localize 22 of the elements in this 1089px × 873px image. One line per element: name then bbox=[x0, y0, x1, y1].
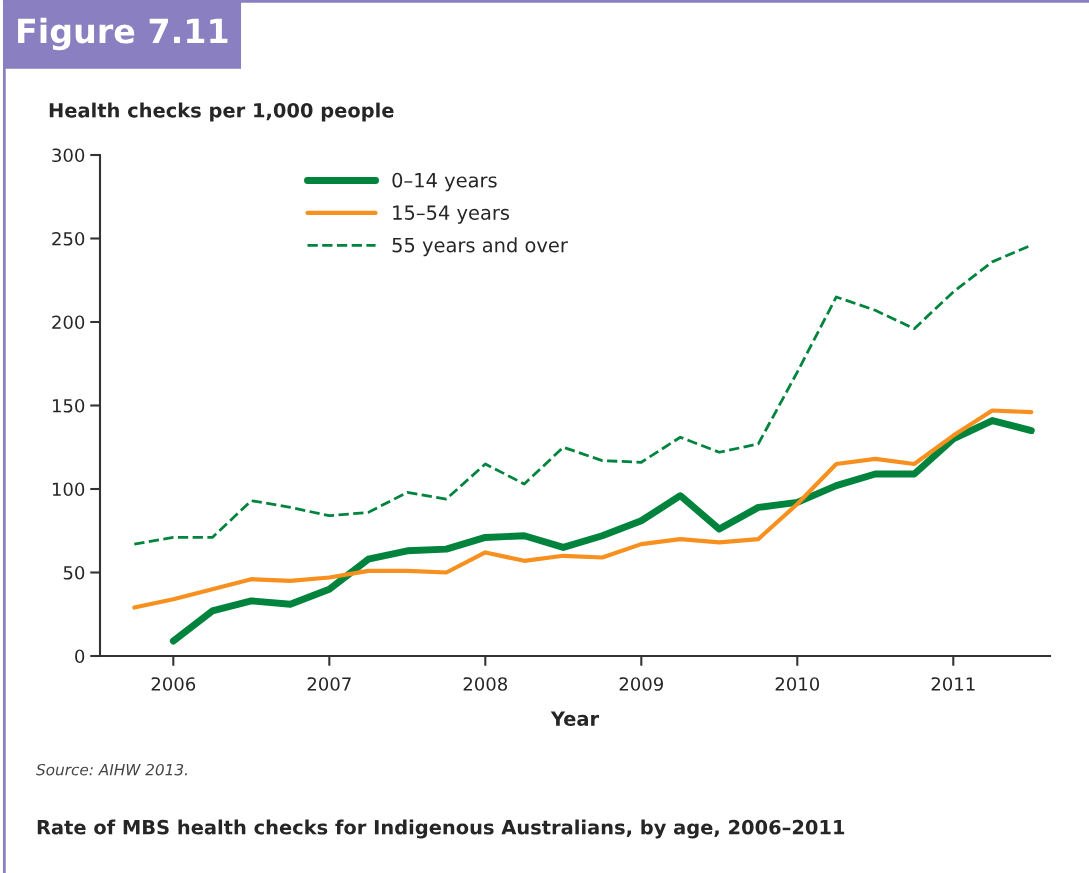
x-axis-title: Year bbox=[550, 711, 600, 727]
source-note: Source: AIHW 2013. bbox=[36, 763, 187, 776]
y-tick-label: 200 bbox=[52, 315, 85, 330]
y-tick-label: 300 bbox=[52, 148, 85, 163]
x-tick-label: 2010 bbox=[775, 677, 820, 691]
y-axis-title: Health checks per 1,000 people bbox=[49, 102, 394, 122]
y-tick-label: 50 bbox=[63, 565, 85, 580]
y-tick-label: 150 bbox=[52, 398, 85, 413]
y-tick-label: 250 bbox=[52, 231, 85, 246]
x-tick-label: 2008 bbox=[463, 677, 508, 691]
legend-label: 15–54 years bbox=[393, 205, 510, 224]
y-tick-label: 0 bbox=[75, 649, 85, 664]
text: Rate of MBS health checks for Indigenous Australians, by age, 2006–2011 bbox=[37, 819, 845, 839]
legend-label: 0–14 years bbox=[392, 172, 497, 192]
x-tick-label: 2007 bbox=[307, 677, 351, 691]
x-tick-label: 2009 bbox=[619, 677, 663, 691]
legend-label: 55 years and over bbox=[392, 237, 568, 257]
chart-title: Figure 7.11 bbox=[18, 17, 228, 51]
y-tick-label: 100 bbox=[52, 482, 85, 497]
line-series bbox=[132, 408, 1034, 610]
x-tick-label: 2011 bbox=[931, 677, 975, 691]
x-tick-label: 2006 bbox=[151, 677, 196, 691]
